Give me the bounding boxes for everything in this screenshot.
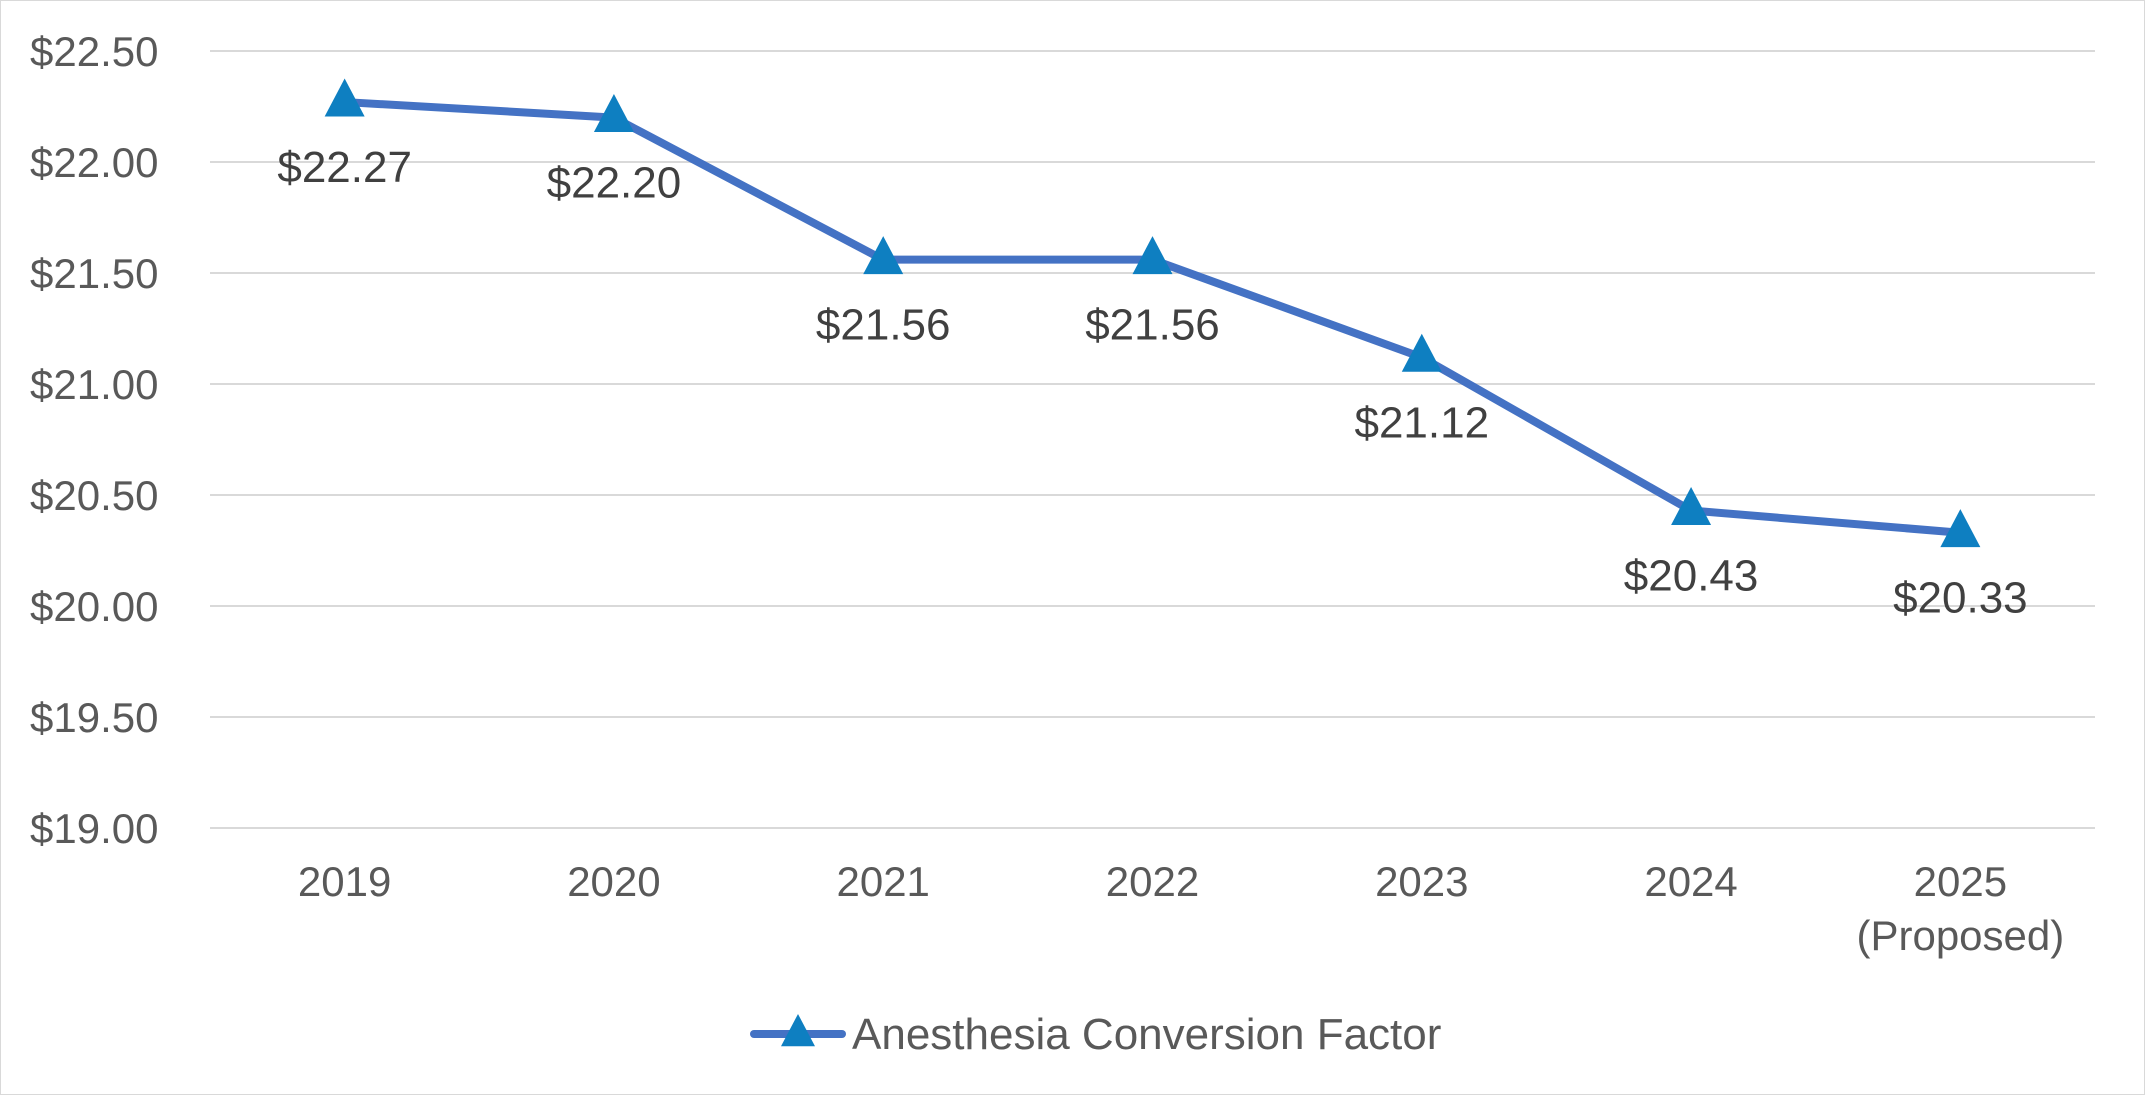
y-axis-tick-labels: $19.00 $19.50 $20.00 $20.50 $21.00 $21.50 $22.… bbox=[30, 28, 158, 852]
data-label: $20.33 bbox=[1893, 574, 2028, 623]
y-tick-label: $19.00 bbox=[30, 805, 158, 852]
series-anesthesia-conversion-factor bbox=[324, 78, 1981, 548]
y-tick-label: $21.50 bbox=[30, 250, 158, 297]
data-point-marker[interactable] bbox=[1401, 333, 1442, 372]
y-tick-label: $22.00 bbox=[30, 139, 158, 186]
gridlines bbox=[210, 50, 2095, 829]
data-label: $21.12 bbox=[1354, 398, 1489, 447]
data-point-marker[interactable] bbox=[324, 78, 365, 117]
x-tick-label: 2025 (Proposed) bbox=[1856, 858, 2064, 959]
data-labels: $22.27 $22.20 $21.56 $21.56 $21.12 $20.43 $20.… bbox=[277, 143, 2027, 623]
y-tick-label: $20.00 bbox=[30, 583, 158, 630]
x-tick-label: 2020 bbox=[567, 858, 660, 905]
x-tick-label: 2021 bbox=[836, 858, 929, 905]
x-tick-label: 2019 bbox=[298, 858, 391, 905]
legend[interactable]: Anesthesia Conversion Factor bbox=[750, 1010, 1441, 1059]
legend-triangle-marker-icon bbox=[781, 1013, 815, 1047]
data-point-marker[interactable] bbox=[863, 236, 904, 275]
data-point-marker[interactable] bbox=[593, 94, 634, 133]
y-tick-label: $19.50 bbox=[30, 694, 158, 741]
data-label: $20.43 bbox=[1624, 552, 1759, 601]
data-label: $21.56 bbox=[816, 301, 951, 350]
data-label: $22.27 bbox=[277, 143, 412, 192]
x-tick-label: 2023 bbox=[1375, 858, 1468, 905]
y-tick-label: $21.00 bbox=[30, 361, 158, 408]
x-tick-label: 2024 bbox=[1644, 858, 1737, 905]
legend-label: Anesthesia Conversion Factor bbox=[852, 1010, 1441, 1059]
x-axis-tick-labels: 2019 2020 2021 2022 2023 2024 2025 (Proposed) bbox=[298, 858, 2064, 959]
data-label: $21.56 bbox=[1085, 301, 1220, 350]
y-tick-label: $22.50 bbox=[30, 28, 158, 75]
y-tick-label: $20.50 bbox=[30, 472, 158, 519]
data-label: $22.20 bbox=[547, 159, 682, 208]
data-point-marker[interactable] bbox=[1940, 509, 1981, 548]
x-tick-label: 2022 bbox=[1106, 858, 1199, 905]
data-point-marker[interactable] bbox=[1132, 236, 1173, 275]
data-point-marker[interactable] bbox=[1671, 486, 1712, 525]
